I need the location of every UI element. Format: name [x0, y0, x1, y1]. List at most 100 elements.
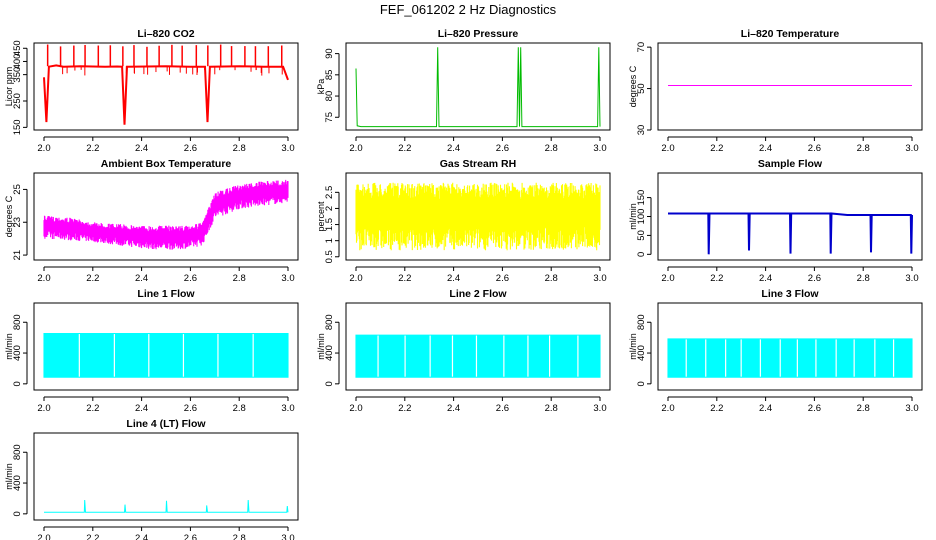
x-tick-label: 3.0: [905, 403, 918, 414]
panel-5: Gas Stream RH 2.0 2.2 2.4 2.6 2.8 3.0 0.5 1 1.5 2 2…: [316, 158, 611, 284]
y-axis-label: ml/min: [628, 333, 638, 360]
panel-title: Gas Stream RH: [440, 158, 516, 170]
panel-title: Line 4 (LT) Flow: [126, 418, 206, 430]
y-tick-label: 400: [12, 475, 23, 491]
y-axis-label: degrees C: [4, 195, 14, 237]
x-tick-label: 2.2: [86, 533, 99, 540]
series-line: [44, 499, 289, 513]
panel-title: Li–820 CO2: [137, 28, 194, 40]
plot-frame: [657, 42, 923, 131]
y-axis-label: ml/min: [628, 203, 638, 230]
y-tick-label: 25: [12, 184, 23, 195]
y-tick-label: 80: [324, 91, 335, 102]
x-tick-label: 2.2: [86, 273, 99, 284]
x-tick-label: 2.8: [233, 273, 246, 284]
y-axis-label: kPa: [316, 79, 326, 95]
x-tick-label: 2.0: [37, 403, 50, 414]
panel-10: Line 4 (LT) Flow 2.0 2.2 2.4 2.6 2.8 3.0 0 400 80…: [4, 418, 299, 540]
x-tick-label: 2.8: [545, 143, 558, 154]
x-tick-label: 2.4: [135, 143, 148, 154]
x-tick-label: 3.0: [281, 273, 294, 284]
x-tick-label: 2.6: [808, 273, 821, 284]
x-tick-label: 2.0: [661, 403, 674, 414]
x-tick-label: 2.2: [86, 403, 99, 414]
x-tick-label: 2.0: [37, 143, 50, 154]
panel-title: Line 3 Flow: [761, 288, 819, 300]
x-tick-label: 2.8: [857, 143, 870, 154]
plot-frame: [33, 172, 299, 261]
x-tick-label: 2.2: [398, 143, 411, 154]
y-axis-label: ml/min: [4, 463, 14, 490]
x-tick-label: 2.2: [710, 143, 723, 154]
x-tick-label: 2.0: [661, 273, 674, 284]
y-tick-label: 800: [12, 444, 23, 460]
y-tick-label: 400: [636, 345, 647, 361]
y-tick-label: 800: [636, 314, 647, 330]
x-tick-label: 2.8: [233, 403, 246, 414]
series-band: [667, 338, 913, 378]
plot-frame: [657, 302, 923, 391]
x-tick-label: 2.6: [184, 143, 197, 154]
x-tick-label: 2.6: [808, 143, 821, 154]
panel-title: Li–820 Pressure: [438, 28, 519, 40]
y-axis-label: percent: [316, 201, 326, 232]
y-tick-label: 0.5: [324, 250, 335, 263]
panel-8: Line 2 Flow 2.0 2.2 2.4 2.6 2.8 3.0 0 400 800 ml/m…: [316, 288, 611, 414]
x-tick-label: 2.6: [496, 403, 509, 414]
panel-4: Ambient Box Temperature 2.0 2.2 2.4 2.6 2.8 3.…: [4, 158, 299, 284]
x-tick-label: 2.8: [233, 533, 246, 540]
y-tick-label: 800: [324, 314, 335, 330]
plot-frame: [657, 172, 923, 261]
plot-frame: [33, 302, 299, 391]
x-tick-label: 3.0: [905, 143, 918, 154]
x-tick-label: 3.0: [281, 403, 294, 414]
panel-2: Li–820 Pressure 2.0 2.2 2.4 2.6 2.8 3.0 75 80 85 9…: [316, 28, 611, 154]
y-tick-label: 21: [12, 250, 23, 261]
x-tick-label: 2.2: [710, 403, 723, 414]
x-tick-label: 2.2: [86, 143, 99, 154]
panel-title: Ambient Box Temperature: [101, 158, 232, 170]
series-line: [355, 47, 601, 128]
y-tick-label: 23: [12, 217, 23, 228]
x-tick-label: 2.0: [349, 403, 362, 414]
y-tick-label: 2: [324, 206, 335, 211]
y-tick-label: 50: [636, 230, 647, 241]
x-tick-label: 2.2: [398, 403, 411, 414]
x-tick-label: 2.2: [710, 273, 723, 284]
series-line: [668, 212, 913, 255]
x-tick-label: 2.4: [135, 533, 148, 540]
plot-frame: [33, 42, 299, 131]
y-tick-label: 150: [636, 190, 647, 206]
y-tick-label: 50: [636, 83, 647, 94]
x-tick-label: 2.4: [135, 273, 148, 284]
y-tick-label: 0: [324, 381, 335, 386]
x-tick-label: 2.4: [759, 273, 772, 284]
x-tick-label: 2.0: [349, 143, 362, 154]
y-axis-label: ml/min: [316, 333, 326, 360]
x-tick-label: 2.2: [398, 273, 411, 284]
y-tick-label: 0: [636, 252, 647, 257]
panel-title: Sample Flow: [758, 158, 823, 170]
y-tick-label: 800: [12, 314, 23, 330]
y-tick-label: 1: [324, 238, 335, 243]
x-tick-label: 2.6: [184, 533, 197, 540]
figure-title: FEF_061202 2 Hz Diagnostics: [379, 2, 557, 17]
panel-3: Li–820 Temperature 2.0 2.2 2.4 2.6 2.8 3.0 30 50…: [628, 28, 923, 154]
y-axis-label: Licor ppm: [4, 67, 14, 107]
y-tick-label: 1.5: [324, 218, 335, 231]
y-tick-label: 400: [12, 54, 23, 70]
x-tick-label: 2.4: [759, 143, 772, 154]
y-tick-label: 75: [324, 112, 335, 123]
plot-frame: [345, 302, 611, 391]
x-tick-label: 3.0: [281, 143, 294, 154]
y-tick-label: 450: [12, 40, 23, 56]
x-tick-label: 2.0: [349, 273, 362, 284]
series-band: [43, 333, 289, 378]
x-tick-label: 3.0: [593, 273, 606, 284]
x-tick-label: 2.4: [759, 403, 772, 414]
y-tick-label: 400: [12, 345, 23, 361]
series-band: [355, 334, 601, 378]
y-tick-label: 250: [12, 93, 23, 109]
x-tick-label: 3.0: [905, 273, 918, 284]
x-tick-label: 2.4: [447, 403, 460, 414]
